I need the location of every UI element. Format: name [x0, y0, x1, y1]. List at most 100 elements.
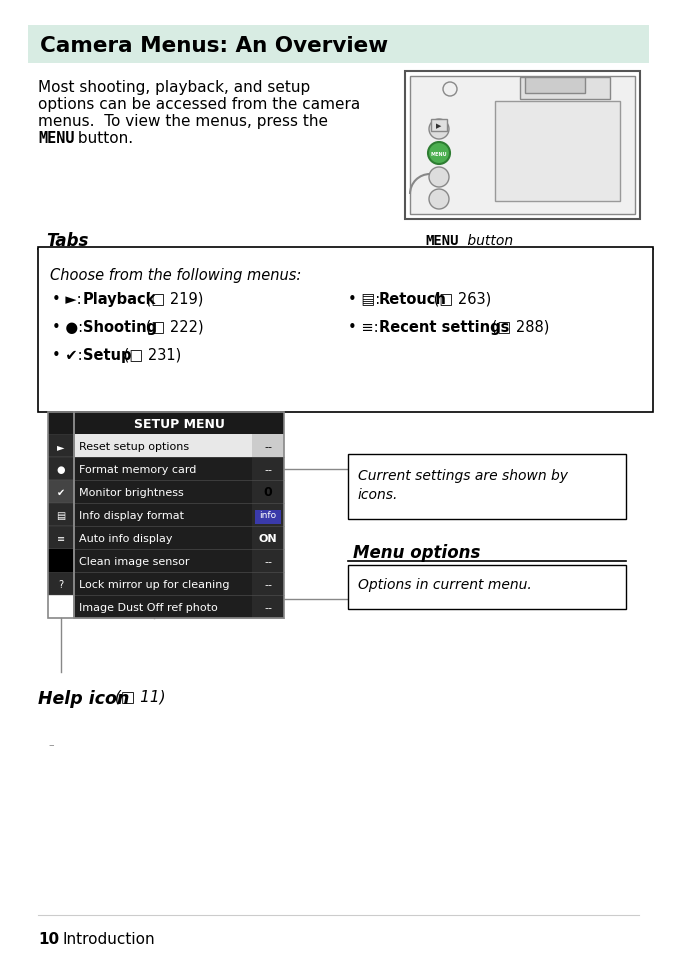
Bar: [252, 596, 284, 618]
Text: ►: ►: [58, 441, 65, 452]
Text: 0: 0: [263, 486, 272, 499]
Text: ≡: ≡: [57, 534, 65, 543]
Bar: [74, 503, 252, 526]
Circle shape: [429, 144, 449, 164]
Text: MENU: MENU: [38, 131, 74, 146]
Text: • ►:: • ►:: [52, 292, 86, 307]
Bar: [252, 526, 284, 550]
Text: Current settings are shown by: Current settings are shown by: [358, 469, 568, 482]
Text: Playback: Playback: [83, 292, 156, 307]
Circle shape: [429, 190, 449, 210]
Bar: [74, 480, 252, 503]
Text: --: --: [264, 579, 272, 589]
Text: ?: ?: [58, 579, 64, 589]
Bar: [252, 573, 284, 596]
Text: Auto info display: Auto info display: [79, 534, 173, 543]
Text: menus.  To view the menus, press the: menus. To view the menus, press the: [38, 113, 328, 129]
Text: button.: button.: [73, 131, 133, 146]
Bar: [48, 457, 74, 480]
Text: SETUP MENU: SETUP MENU: [133, 417, 225, 431]
Bar: [28, 26, 649, 64]
Bar: [348, 455, 626, 519]
Text: (□ 219): (□ 219): [141, 292, 203, 307]
Bar: [74, 457, 252, 480]
Bar: [74, 573, 252, 596]
Bar: [348, 565, 626, 609]
Text: Tabs: Tabs: [46, 232, 89, 250]
Bar: [48, 435, 74, 457]
Text: ▶: ▶: [436, 123, 441, 129]
Text: --: --: [264, 557, 272, 566]
Text: options can be accessed from the camera: options can be accessed from the camera: [38, 97, 360, 112]
Text: button: button: [463, 233, 513, 248]
Circle shape: [429, 168, 449, 188]
Text: Recent settings: Recent settings: [379, 319, 509, 335]
Text: (□ 231): (□ 231): [119, 348, 181, 363]
Bar: [252, 550, 284, 573]
Bar: [38, 248, 653, 413]
Text: Retouch: Retouch: [379, 292, 447, 307]
Bar: [48, 550, 74, 573]
Text: --: --: [264, 464, 272, 475]
Bar: [48, 550, 74, 573]
Text: --: --: [264, 441, 272, 452]
Text: Setup: Setup: [83, 348, 131, 363]
Bar: [74, 435, 252, 457]
Bar: [525, 78, 585, 94]
Text: Camera Menus: An Overview: Camera Menus: An Overview: [40, 36, 388, 56]
Text: • ●:: • ●:: [52, 319, 88, 335]
Text: • ≡:: • ≡:: [348, 319, 383, 335]
Text: Menu options: Menu options: [353, 543, 481, 561]
Bar: [252, 503, 284, 526]
Text: ▤: ▤: [56, 511, 66, 520]
Bar: [74, 413, 284, 618]
Text: ON: ON: [259, 534, 278, 543]
Bar: [410, 77, 635, 214]
Text: Format memory card: Format memory card: [79, 464, 196, 475]
Bar: [405, 71, 640, 220]
Bar: [48, 526, 74, 550]
Bar: [252, 435, 284, 457]
Bar: [48, 413, 74, 618]
Bar: [48, 413, 284, 435]
Bar: [74, 550, 252, 573]
Circle shape: [429, 120, 449, 140]
Text: ✔: ✔: [57, 488, 65, 497]
Circle shape: [428, 143, 450, 165]
Text: Lock mirror up for cleaning: Lock mirror up for cleaning: [79, 579, 230, 589]
Text: Introduction: Introduction: [63, 931, 156, 946]
Text: MENU: MENU: [425, 233, 458, 248]
Bar: [74, 596, 252, 618]
Bar: [495, 102, 620, 202]
Text: Most shooting, playback, and setup: Most shooting, playback, and setup: [38, 80, 310, 95]
Text: --: --: [264, 602, 272, 613]
Text: Help icon: Help icon: [38, 689, 129, 707]
Text: Options in current menu.: Options in current menu.: [358, 578, 531, 592]
Text: (□ 263): (□ 263): [429, 292, 492, 307]
Text: icons.: icons.: [358, 488, 398, 501]
Text: Image Dust Off ref photo: Image Dust Off ref photo: [79, 602, 218, 613]
Text: Reset setup options: Reset setup options: [79, 441, 189, 452]
Text: Info display format: Info display format: [79, 511, 184, 520]
Bar: [48, 480, 74, 503]
Text: Monitor brightness: Monitor brightness: [79, 488, 183, 497]
Bar: [255, 510, 281, 524]
Text: • ✔:: • ✔:: [52, 348, 87, 363]
Text: info: info: [259, 511, 277, 520]
Bar: [252, 457, 284, 480]
Bar: [48, 573, 74, 596]
Bar: [520, 78, 610, 100]
Text: –: –: [48, 740, 53, 749]
Bar: [252, 480, 284, 503]
Bar: [48, 503, 74, 526]
Text: (□ 222): (□ 222): [141, 319, 203, 335]
Text: (□ 11): (□ 11): [110, 689, 166, 704]
Text: Clean image sensor: Clean image sensor: [79, 557, 190, 566]
Text: ●: ●: [57, 464, 65, 475]
Text: MENU: MENU: [431, 152, 447, 156]
Bar: [431, 120, 447, 132]
Text: Choose from the following menus:: Choose from the following menus:: [50, 268, 301, 283]
Text: 10: 10: [38, 931, 59, 946]
Bar: [74, 526, 252, 550]
Text: Shooting: Shooting: [83, 319, 157, 335]
